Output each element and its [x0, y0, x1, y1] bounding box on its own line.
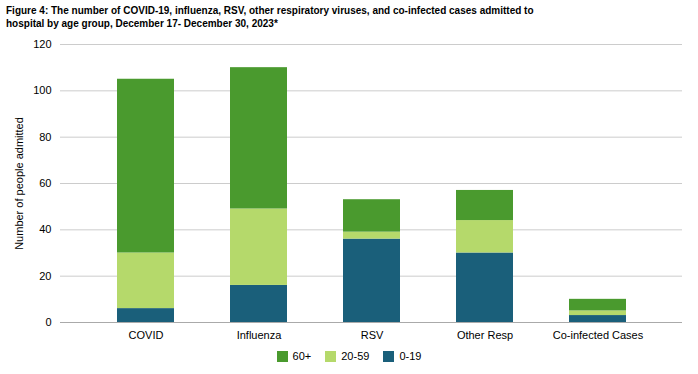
svg-text:Co-infected Cases: Co-infected Cases	[553, 329, 644, 341]
svg-text:20: 20	[39, 270, 51, 282]
svg-text:100: 100	[33, 84, 51, 96]
svg-text:80: 80	[39, 131, 51, 143]
svg-text:Influenza: Influenza	[237, 329, 283, 341]
svg-text:40: 40	[39, 223, 51, 235]
html-text:20-59: 20-59	[341, 350, 370, 362]
svg-text:Other Resp: Other Resp	[457, 329, 513, 341]
svg-text:120: 120	[33, 38, 51, 50]
svg-text:RSV: RSV	[361, 329, 384, 341]
html-text:60+: 60+	[292, 350, 312, 362]
svg-text:COVID: COVID	[129, 329, 164, 341]
svg-text:0: 0	[45, 316, 51, 328]
html-text:Figure 4: The number of COVID-: Figure 4: The number of COVID-19, influe…	[6, 5, 534, 29]
svg-text:Number of people admitted: Number of people admitted	[13, 117, 25, 250]
svg-text:60: 60	[39, 177, 51, 189]
html-text:0-19: 0-19	[399, 350, 422, 362]
